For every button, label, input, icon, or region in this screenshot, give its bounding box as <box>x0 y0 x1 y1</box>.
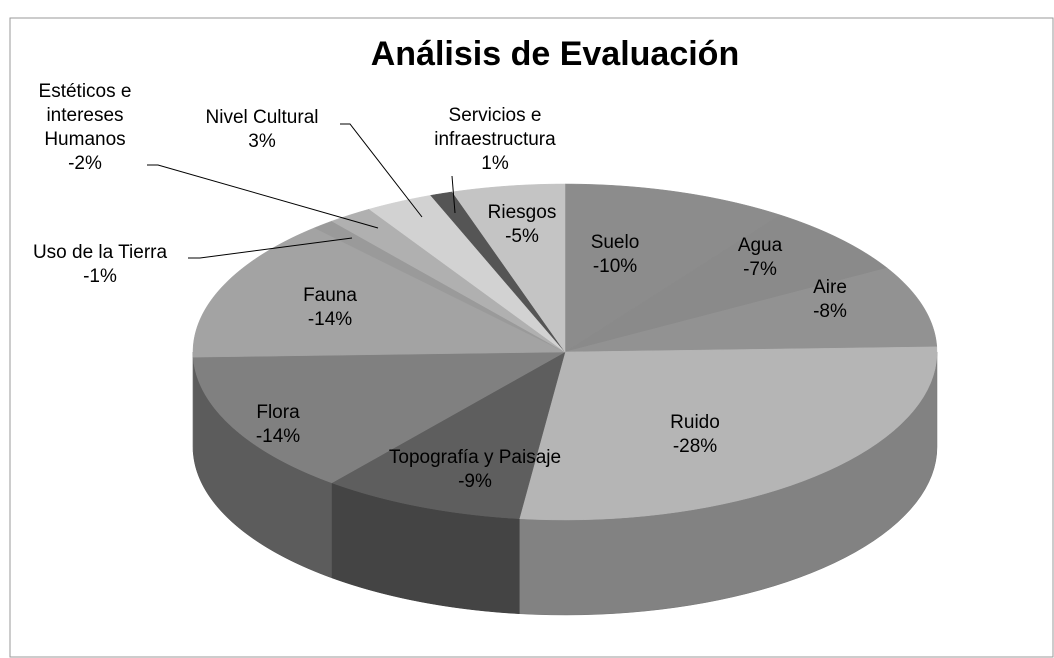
value-label: -5% <box>505 226 539 247</box>
leader-line <box>188 237 353 259</box>
slice <box>564 214 888 353</box>
slice <box>331 351 566 519</box>
category-label: Estéticos e intereses Humanos <box>38 81 132 150</box>
value-label: -2% <box>68 153 102 174</box>
category-label: Topografía y Paisaje <box>388 447 562 468</box>
leader-line <box>147 164 379 229</box>
data-label: Suelo -10% <box>525 231 705 279</box>
value-label: 1% <box>481 153 509 174</box>
data-label: Fauna -14% <box>240 284 420 332</box>
slice <box>313 220 566 353</box>
slice <box>564 267 938 353</box>
category-label: Aire <box>813 277 847 298</box>
data-label: Agua -7% <box>670 234 850 282</box>
category-label: Ruido <box>670 412 720 433</box>
leader-lines <box>147 123 456 259</box>
category-label: Agua <box>737 235 783 256</box>
category-label: Servicios e infraestructura <box>434 105 556 150</box>
value-label: -28% <box>672 436 718 457</box>
pie <box>192 183 938 616</box>
data-label: Uso de la Tierra -1% <box>0 241 200 289</box>
value-label: -14% <box>307 309 353 330</box>
data-label: Estéticos e intereses Humanos -2% <box>10 80 160 176</box>
slice <box>192 227 566 358</box>
slice <box>368 195 566 353</box>
value-label: -14% <box>255 426 301 447</box>
data-label: Aire -8% <box>740 276 920 324</box>
data-label: Riesgos -5% <box>432 201 612 249</box>
category-label: Suelo <box>590 232 640 253</box>
slice <box>192 351 566 484</box>
data-label: Servicios e infraestructura 1% <box>405 104 585 176</box>
category-label: Riesgos <box>487 202 557 223</box>
data-label: Nivel Cultural 3% <box>172 106 352 154</box>
slice <box>430 191 566 353</box>
leader-line <box>451 175 456 214</box>
category-label: Flora <box>256 402 300 423</box>
data-label: Topografía y Paisaje -9% <box>385 446 565 494</box>
leader-line <box>340 123 423 218</box>
data-label: Flora -14% <box>188 401 368 449</box>
value-label: -8% <box>813 301 847 322</box>
value-label: -9% <box>458 471 492 492</box>
value-label: -7% <box>743 259 777 280</box>
value-label: -1% <box>83 266 117 287</box>
category-label: Uso de la Tierra <box>32 242 168 263</box>
slice <box>331 208 566 353</box>
value-label: 3% <box>248 131 276 152</box>
data-label: Ruido -28% <box>605 411 785 459</box>
category-label: Fauna <box>303 285 357 306</box>
slice <box>451 183 566 353</box>
chart-title: Análisis de Evaluación <box>371 35 739 73</box>
slice <box>564 183 781 353</box>
value-label: -10% <box>592 256 638 277</box>
category-label: Nivel Cultural <box>205 107 319 128</box>
slice <box>518 346 938 521</box>
